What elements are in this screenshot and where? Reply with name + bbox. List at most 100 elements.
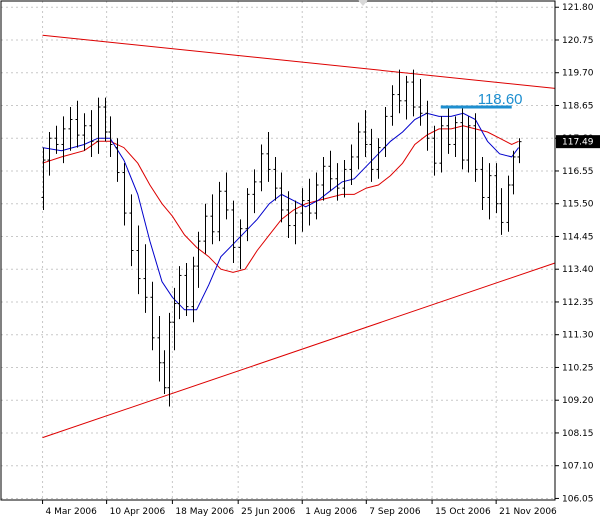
ohlc-bar	[210, 194, 215, 245]
current-price-box: 117.49	[556, 135, 600, 149]
y-tick-label: 115.50	[562, 200, 594, 210]
y-tick-label: 109.20	[562, 396, 594, 406]
ohlc-bar	[349, 144, 354, 186]
x-tick-label: 15 Oct 2006	[435, 507, 491, 517]
price-bars	[41, 69, 522, 407]
ohlc-bar	[150, 281, 155, 351]
y-tick-label: 116.55	[562, 167, 594, 177]
trendlines	[42, 34, 556, 439]
ohlc-bar	[453, 116, 458, 157]
moving-average-slow	[42, 125, 519, 273]
y-tick-label: 106.05	[562, 494, 594, 504]
x-tick-label: 21 Nov 2006	[499, 507, 557, 517]
ohlc-bar	[68, 107, 73, 151]
ma-slow-line	[42, 125, 519, 273]
ohlc-bar	[191, 256, 196, 323]
ohlc-bar	[115, 138, 120, 182]
y-tick-label: 111.30	[562, 331, 594, 341]
ohlc-bar	[259, 144, 264, 192]
ohlc-bar	[82, 113, 87, 151]
ohlc-bar	[252, 169, 257, 214]
ohlc-bar	[300, 188, 305, 232]
y-tick-label: 110.25	[562, 363, 594, 373]
ohlc-bar	[273, 156, 278, 201]
ohlc-bar	[143, 244, 148, 313]
ohlc-bar	[411, 69, 416, 117]
ohlc-bar	[328, 150, 333, 192]
ohlc-bar	[446, 107, 451, 154]
ohlc-bar	[356, 122, 361, 170]
ohlc-bar	[266, 131, 271, 182]
ohlc-bar	[157, 315, 162, 382]
ohlc-bar	[108, 116, 113, 157]
y-tick-label: 118.65	[562, 101, 594, 111]
ohlc-bar	[103, 97, 108, 142]
ohlc-bar	[369, 128, 374, 182]
y-tick-label: 120.75	[562, 36, 594, 46]
ohlc-bar	[122, 163, 127, 226]
current-price-label: 117.49	[562, 138, 594, 148]
y-tick-label: 121.80	[562, 3, 594, 13]
x-tick-label: 7 Sep 2006	[369, 507, 421, 517]
ohlc-bar	[460, 107, 465, 170]
ohlc-bar	[96, 97, 101, 154]
ohlc-bar	[506, 175, 511, 232]
ohlc-bar	[432, 125, 437, 176]
ohlc-bar	[286, 191, 291, 239]
x-tick-label: 25 Jun 2006	[241, 507, 295, 517]
ohlc-bar	[129, 194, 134, 267]
ohlc-bar	[494, 163, 499, 214]
y-tick-label: 112.35	[562, 298, 594, 308]
ohlc-bar	[321, 156, 326, 201]
plot-border	[0, 0, 556, 501]
ohlc-bar	[172, 287, 177, 351]
level-label: 118.60	[478, 91, 523, 108]
moving-average-fast	[42, 112, 520, 311]
ohlc-bar	[217, 181, 222, 242]
ohlc-bar	[404, 75, 409, 120]
ohlc-bar	[136, 225, 141, 295]
ohlc-bar	[279, 172, 284, 223]
ohlc-bar	[177, 266, 182, 320]
ohlc-bar	[238, 219, 243, 270]
x-tick-label: 4 Mar 2006	[46, 507, 98, 517]
x-tick-label: 18 May 2006	[175, 507, 234, 517]
ohlc-bar	[511, 150, 516, 195]
shift-marker-icon[interactable]	[358, 0, 368, 6]
ohlc-bar	[167, 312, 172, 407]
ohlc-bar	[41, 147, 46, 210]
trendline-lower[interactable]	[42, 262, 556, 439]
x-axis: 4 Mar 2006 10 Apr 2006 18 May 2006 25 Jun 2…	[42, 500, 557, 517]
ohlc-bar	[231, 200, 236, 263]
grid-lines	[1, 1, 555, 500]
ohlc-bar	[397, 69, 402, 114]
ohlc-bar	[47, 131, 52, 176]
trendline-upper[interactable]	[42, 34, 556, 89]
ohlc-bar	[363, 110, 368, 157]
y-tick-label: 108.15	[562, 429, 594, 439]
ohlc-bar	[75, 100, 80, 148]
ohlc-bar	[480, 156, 485, 210]
ohlc-bar	[342, 160, 347, 198]
ohlc-bar	[245, 188, 250, 242]
ohlc-bar	[196, 231, 201, 288]
x-tick-label: 10 Apr 2006	[110, 507, 166, 517]
ma-fast-line	[42, 112, 520, 311]
current-price-box-bg	[556, 135, 600, 149]
y-tick-label: 107.10	[562, 462, 594, 472]
ohlc-bar	[314, 172, 319, 220]
ohlc-bar	[203, 203, 208, 254]
ohlc-bar	[487, 163, 492, 220]
ohlc-bar	[335, 163, 340, 201]
ohlc-bar	[418, 78, 423, 126]
y-axis: 121.80120.75119.70118.65117.60116.55115.…	[555, 3, 594, 504]
ohlc-bar	[466, 116, 471, 173]
ohlc-bar	[425, 100, 430, 151]
ohlc-bar	[307, 178, 312, 226]
ohlc-bar	[89, 110, 94, 157]
ohlc-bar	[293, 200, 298, 245]
ohlc-bar	[383, 107, 388, 157]
ohlc-bar	[376, 138, 381, 179]
x-tick-label: 1 Aug 2006	[305, 507, 357, 517]
